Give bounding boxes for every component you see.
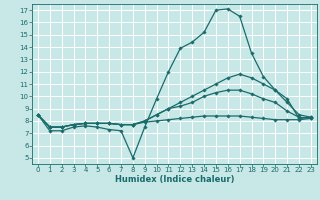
X-axis label: Humidex (Indice chaleur): Humidex (Indice chaleur) — [115, 175, 234, 184]
